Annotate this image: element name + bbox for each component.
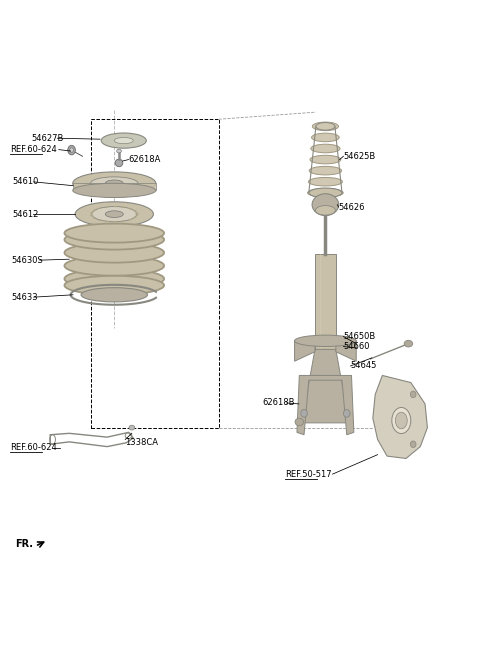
- Ellipse shape: [81, 288, 147, 302]
- Ellipse shape: [64, 276, 164, 295]
- Ellipse shape: [73, 183, 156, 197]
- Ellipse shape: [64, 224, 164, 243]
- Ellipse shape: [312, 133, 339, 142]
- Ellipse shape: [295, 418, 303, 426]
- Polygon shape: [295, 341, 315, 361]
- Text: 1338CA: 1338CA: [125, 438, 158, 447]
- Ellipse shape: [316, 123, 335, 130]
- Polygon shape: [301, 350, 349, 423]
- Ellipse shape: [101, 133, 146, 148]
- Ellipse shape: [64, 230, 164, 249]
- Ellipse shape: [114, 221, 117, 222]
- Ellipse shape: [404, 340, 413, 347]
- Ellipse shape: [90, 212, 94, 213]
- Ellipse shape: [133, 216, 136, 218]
- Ellipse shape: [105, 180, 123, 186]
- Text: 54630S: 54630S: [12, 256, 43, 264]
- Text: 54660: 54660: [343, 342, 370, 351]
- Ellipse shape: [93, 209, 96, 211]
- Ellipse shape: [91, 177, 138, 190]
- Ellipse shape: [64, 256, 164, 276]
- Text: REF.50-517: REF.50-517: [285, 470, 332, 479]
- Ellipse shape: [98, 219, 102, 221]
- Text: 62618A: 62618A: [129, 155, 161, 164]
- Ellipse shape: [115, 159, 123, 167]
- Polygon shape: [297, 375, 354, 435]
- Ellipse shape: [64, 269, 164, 289]
- Ellipse shape: [343, 409, 350, 417]
- Text: REF.60-624: REF.60-624: [10, 443, 57, 452]
- Ellipse shape: [311, 144, 340, 153]
- Ellipse shape: [312, 194, 339, 216]
- Ellipse shape: [312, 122, 338, 131]
- Ellipse shape: [128, 208, 132, 209]
- Ellipse shape: [309, 167, 342, 175]
- Ellipse shape: [315, 205, 336, 215]
- Ellipse shape: [68, 146, 75, 155]
- Polygon shape: [73, 183, 156, 190]
- Ellipse shape: [105, 211, 123, 217]
- Ellipse shape: [121, 220, 125, 222]
- Ellipse shape: [90, 215, 94, 216]
- Ellipse shape: [98, 207, 102, 209]
- Ellipse shape: [128, 219, 132, 220]
- Ellipse shape: [308, 177, 342, 186]
- Ellipse shape: [92, 207, 137, 222]
- Ellipse shape: [70, 148, 73, 152]
- Ellipse shape: [410, 391, 416, 398]
- Text: 54625B: 54625B: [343, 152, 376, 161]
- Text: 54645: 54645: [350, 361, 377, 371]
- Ellipse shape: [135, 213, 139, 214]
- Polygon shape: [315, 255, 336, 350]
- Ellipse shape: [106, 206, 109, 207]
- Polygon shape: [336, 341, 356, 361]
- Ellipse shape: [410, 441, 416, 447]
- Ellipse shape: [129, 425, 135, 430]
- Text: 54650B: 54650B: [343, 332, 376, 341]
- Text: 54612: 54612: [12, 210, 39, 218]
- Text: 54626: 54626: [339, 203, 365, 211]
- Ellipse shape: [310, 155, 341, 164]
- Ellipse shape: [114, 138, 133, 144]
- Text: REF.60-624: REF.60-624: [10, 145, 57, 154]
- Ellipse shape: [309, 188, 342, 197]
- Ellipse shape: [396, 412, 407, 429]
- Text: 54610: 54610: [12, 177, 39, 186]
- Ellipse shape: [64, 243, 164, 262]
- Ellipse shape: [295, 335, 356, 346]
- Ellipse shape: [93, 217, 96, 218]
- Ellipse shape: [308, 188, 343, 197]
- Polygon shape: [373, 375, 427, 459]
- Text: 62618B: 62618B: [263, 398, 295, 407]
- Text: FR.: FR.: [14, 539, 33, 549]
- Text: 54633: 54633: [12, 293, 38, 302]
- Ellipse shape: [133, 210, 136, 212]
- Ellipse shape: [114, 206, 117, 207]
- Ellipse shape: [301, 409, 307, 417]
- Ellipse shape: [73, 172, 156, 195]
- Ellipse shape: [117, 149, 121, 153]
- Text: 54627B: 54627B: [31, 134, 64, 143]
- Ellipse shape: [392, 407, 411, 434]
- Ellipse shape: [106, 220, 109, 222]
- Ellipse shape: [121, 207, 125, 208]
- Ellipse shape: [75, 202, 154, 226]
- Ellipse shape: [135, 214, 139, 216]
